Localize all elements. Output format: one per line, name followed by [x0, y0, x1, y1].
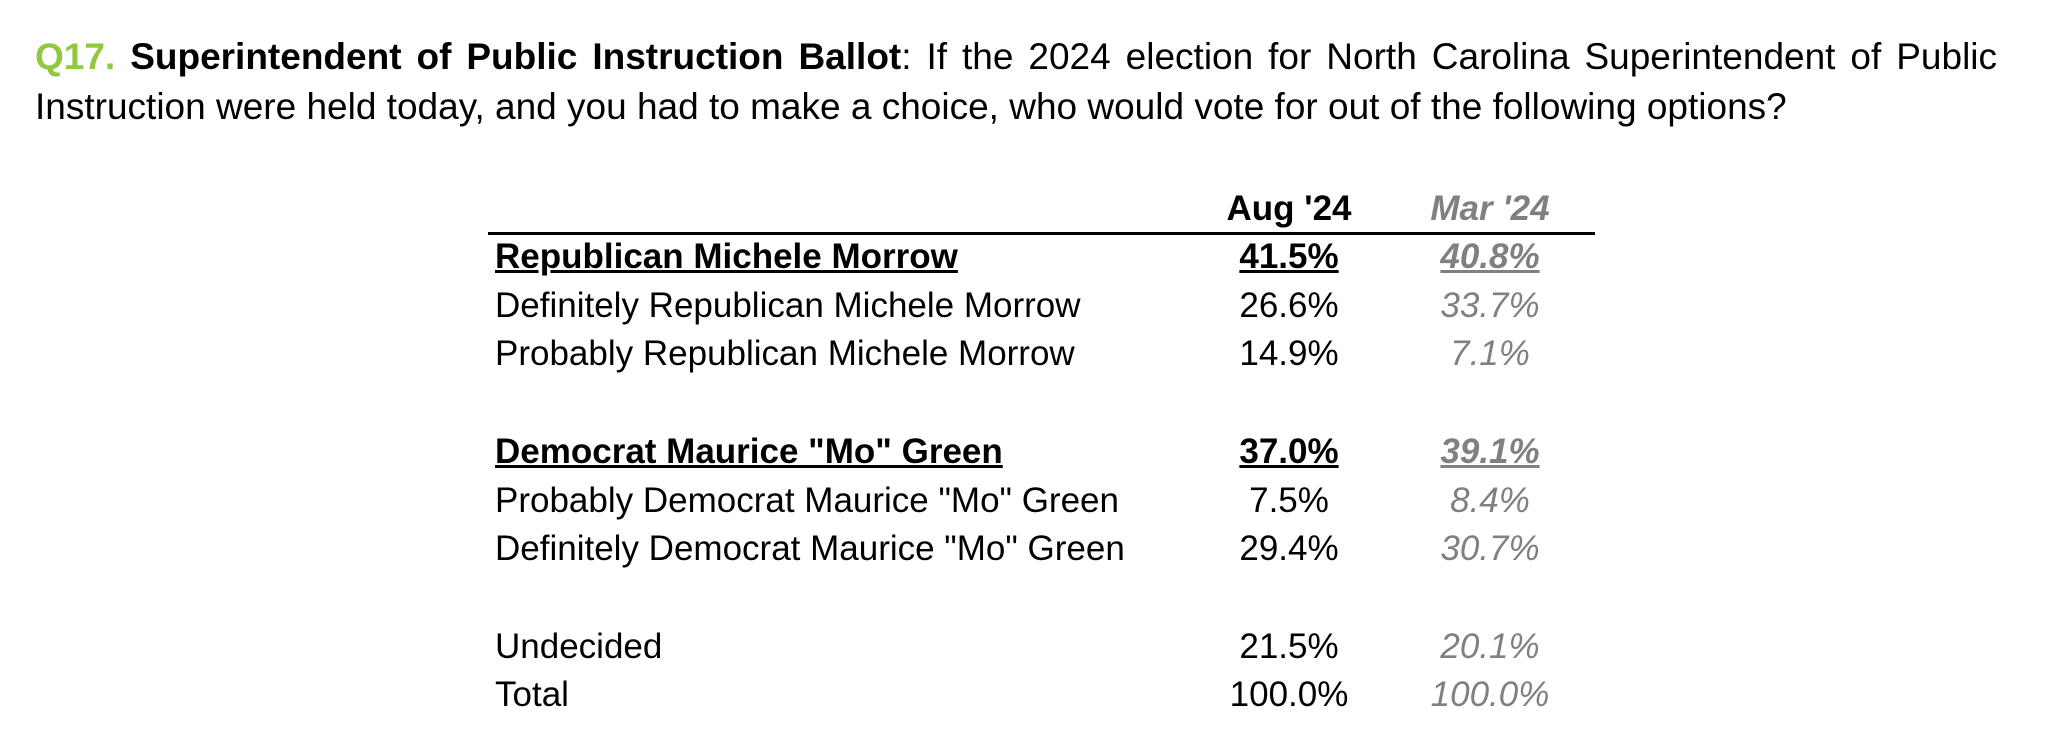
row-label: Definitely Republican Michele Morrow — [495, 285, 1081, 325]
question-text: : If the 2024 election for North Carolin… — [35, 36, 1998, 127]
aug-value: 26.6% — [1239, 285, 1339, 325]
mar-value: 100.0% — [1430, 675, 1550, 715]
mar-value: 8.4% — [1450, 480, 1530, 520]
aug-value: 29.4% — [1239, 529, 1339, 569]
mar-value: 20.1% — [1440, 626, 1540, 666]
aug-value: 41.5% — [1239, 237, 1339, 276]
mar-value: 39.1% — [1440, 431, 1540, 471]
question-title: Superintendent of Public Instruction Bal… — [130, 36, 902, 77]
aug-value: 37.0% — [1239, 431, 1339, 471]
row-label: Democrat Maurice "Mo" Green — [495, 431, 1003, 471]
row-label: Undecided — [495, 626, 663, 666]
mar-value: 7.1% — [1450, 334, 1530, 374]
header-rule — [488, 232, 1595, 235]
column-header: Mar '24 — [1430, 189, 1550, 228]
aug-value: 21.5% — [1239, 626, 1339, 666]
row-label: Republican Michele Morrow — [495, 237, 958, 276]
question: Q17. Superintendent of Public Instructio… — [35, 32, 1997, 132]
column-header: Aug '24 — [1226, 189, 1352, 228]
question-number: Q17. — [35, 36, 116, 77]
row-label: Total — [495, 675, 569, 715]
aug-value: 100.0% — [1229, 675, 1349, 715]
aug-value: 7.5% — [1249, 480, 1329, 520]
aug-value: 14.9% — [1239, 334, 1339, 374]
mar-value: 40.8% — [1440, 237, 1540, 276]
row-label: Probably Republican Michele Morrow — [495, 334, 1075, 374]
row-label: Definitely Democrat Maurice "Mo" Green — [495, 529, 1125, 569]
mar-value: 33.7% — [1440, 285, 1540, 325]
row-label: Probably Democrat Maurice "Mo" Green — [495, 480, 1119, 520]
mar-value: 30.7% — [1440, 529, 1540, 569]
